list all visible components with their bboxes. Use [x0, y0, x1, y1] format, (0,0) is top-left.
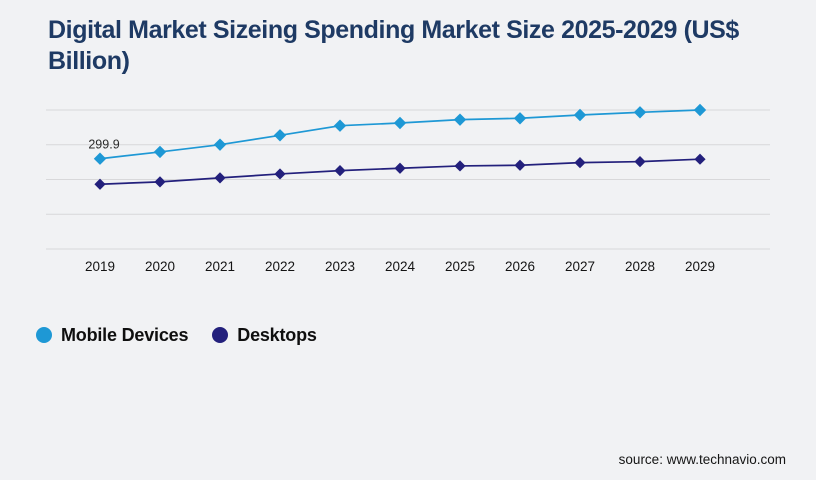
data-point-marker [693, 103, 707, 117]
legend-item-desktops: Desktops [212, 324, 317, 346]
data-point-marker [153, 145, 167, 159]
data-point-marker [514, 159, 526, 171]
legend-label: Mobile Devices [61, 324, 189, 345]
x-axis-label: 2026 [505, 259, 535, 274]
legend-dot-icon [36, 327, 52, 343]
x-axis-label: 2019 [85, 259, 115, 274]
data-point-marker [154, 176, 166, 188]
source-credit: source: www.technavio.com [618, 452, 786, 467]
data-point-marker [573, 108, 587, 122]
x-axis-label: 2027 [565, 259, 595, 274]
data-point-marker [453, 113, 467, 126]
legend-dot-icon [212, 327, 229, 343]
data-point-marker [334, 165, 346, 177]
data-point-marker [574, 157, 586, 169]
x-axis-label: 2029 [685, 259, 715, 274]
data-point-marker [633, 106, 647, 119]
x-axis-label: 2025 [445, 259, 475, 274]
legend-item-mobile-devices: Mobile Devices [36, 325, 188, 346]
data-point-marker [393, 116, 407, 130]
data-point-marker [213, 138, 227, 151]
data-point-marker [94, 178, 106, 190]
x-axis-label: 2028 [625, 259, 655, 274]
legend-label: Desktops [237, 324, 317, 345]
x-axis-label: 2021 [205, 259, 235, 274]
x-axis-label: 2022 [265, 259, 295, 274]
data-point-marker [274, 168, 286, 180]
data-point-marker [513, 112, 527, 125]
data-point-marker [273, 129, 287, 142]
data-point-marker [454, 160, 466, 172]
x-axis-label: 2023 [325, 259, 355, 274]
data-point-marker [214, 172, 226, 184]
chart-title: Digital Market Sizeing Spending Market S… [48, 16, 739, 75]
x-axis-label: 2020 [145, 259, 175, 274]
data-point-marker [333, 119, 347, 132]
data-point-marker [634, 156, 646, 168]
data-point-marker [394, 162, 406, 174]
chart-legend: Mobile Devices Desktops [36, 322, 317, 348]
data-point-marker [93, 152, 107, 165]
data-point-marker [694, 153, 706, 165]
data-point-label: 299.9 [88, 138, 119, 152]
x-axis-label: 2024 [385, 259, 416, 274]
